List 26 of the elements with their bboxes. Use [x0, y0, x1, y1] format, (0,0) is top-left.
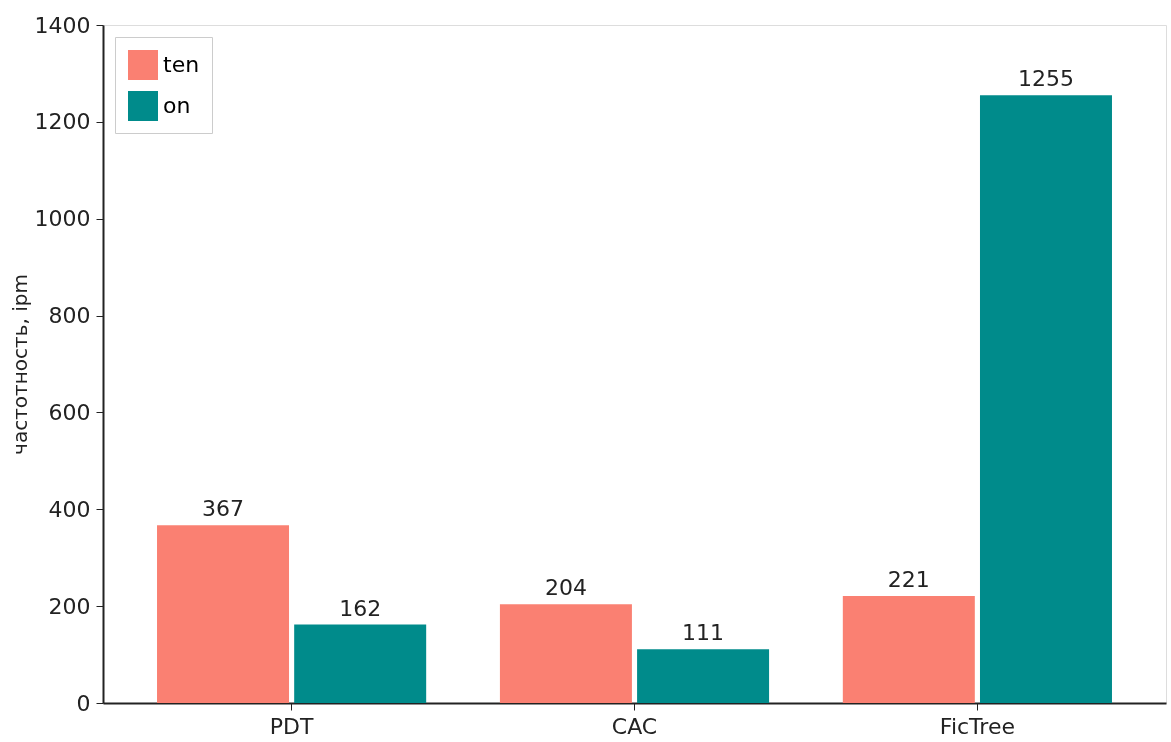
bar: [637, 649, 770, 703]
bar: [294, 624, 427, 703]
y-tick-label: 600: [48, 399, 91, 425]
x-tick-label: FicTree: [939, 713, 1015, 739]
data-label: 221: [887, 566, 930, 592]
y-tick-label: 400: [48, 496, 91, 522]
y-axis-title: частотность, ipm: [7, 274, 32, 455]
data-label: 204: [544, 575, 587, 601]
y-tick-label: 0: [76, 690, 91, 716]
data-label: 1255: [1017, 66, 1074, 92]
bar: [157, 525, 290, 703]
y-tick-label: 1400: [34, 12, 91, 38]
legend-label: ten: [163, 52, 200, 77]
data-label: 162: [339, 595, 382, 621]
bar: [842, 595, 975, 703]
bar: [979, 95, 1112, 703]
y-tick-label: 800: [48, 303, 91, 329]
legend-label: on: [163, 93, 191, 118]
data-label: 111: [682, 620, 725, 646]
bar: [499, 604, 632, 703]
y-tick-label: 1200: [34, 109, 91, 135]
x-tick-label: CAC: [611, 713, 658, 739]
y-tick-label: 200: [48, 593, 91, 619]
x-tick-label: PDT: [269, 713, 314, 739]
y-tick-label: 1000: [34, 206, 91, 232]
data-label: 367: [202, 496, 245, 522]
